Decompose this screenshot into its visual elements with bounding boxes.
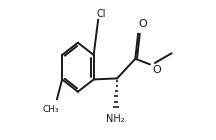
Text: O: O	[152, 65, 161, 75]
Text: O: O	[138, 19, 147, 29]
Text: Cl: Cl	[97, 9, 106, 19]
Text: CH₃: CH₃	[43, 105, 60, 114]
Text: NH₂: NH₂	[106, 114, 125, 124]
